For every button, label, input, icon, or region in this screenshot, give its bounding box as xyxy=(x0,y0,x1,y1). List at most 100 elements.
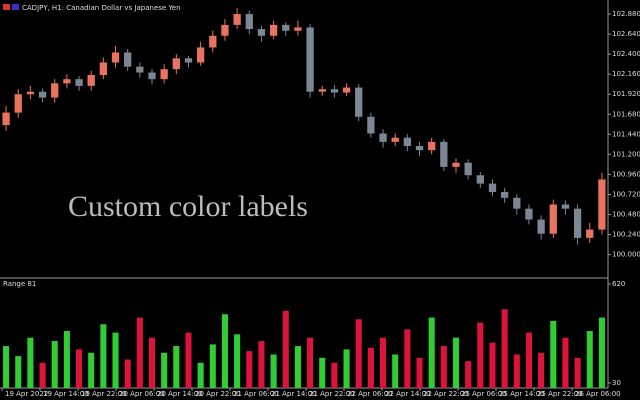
candle-body xyxy=(525,208,533,220)
range-bar xyxy=(246,351,253,388)
range-bar xyxy=(307,337,314,388)
range-bar xyxy=(136,317,143,388)
range-bar xyxy=(380,337,387,388)
candle-body xyxy=(598,179,606,230)
range-bar xyxy=(550,320,557,388)
y-tick-label: 101.680 xyxy=(612,110,640,118)
candle-body xyxy=(318,89,326,92)
candle-body xyxy=(367,116,375,134)
range-bar xyxy=(39,362,46,388)
range-bar xyxy=(538,352,545,388)
candle-body xyxy=(379,133,387,142)
candle-body xyxy=(75,79,83,86)
flag-icon xyxy=(12,4,19,10)
candle-body xyxy=(196,47,205,63)
y-tick-label: 101.920 xyxy=(612,90,640,98)
range-bar xyxy=(282,310,289,388)
range-bar xyxy=(477,322,484,388)
x-tick-label: 20 Apr 22:00 xyxy=(195,390,241,398)
range-bar xyxy=(197,362,204,388)
candle-body xyxy=(428,141,436,151)
range-bar xyxy=(270,354,277,388)
chart-title: CADJPY, H1: Canadian Dollar vs Japanese … xyxy=(22,4,181,12)
candle-body xyxy=(464,162,472,176)
range-bar xyxy=(3,346,10,388)
candle-body xyxy=(233,14,241,25)
y-tick-label: 100.240 xyxy=(612,231,640,239)
x-tick-label: 21 Apr 14:00 xyxy=(271,390,317,398)
x-tick-label: 19 Apr 2022 xyxy=(5,390,48,398)
range-bar xyxy=(465,361,472,388)
candle-body xyxy=(51,83,59,98)
range-bar xyxy=(367,347,374,388)
y-tick-label: 620 xyxy=(612,280,625,288)
candle-body xyxy=(355,87,363,117)
range-bar xyxy=(586,330,593,388)
y-tick-label: 100.480 xyxy=(612,211,640,219)
candle-body xyxy=(221,24,229,36)
range-bar xyxy=(319,357,326,388)
candle-body xyxy=(209,35,217,48)
candle-body xyxy=(403,137,412,147)
candle-body xyxy=(573,208,582,238)
range-bar xyxy=(501,309,508,388)
candle-body xyxy=(87,75,95,86)
range-bar xyxy=(513,354,520,388)
x-tick-label: 25 Apr 22:00 xyxy=(537,390,583,398)
candle-body xyxy=(500,191,509,198)
candle-body xyxy=(440,141,448,167)
range-bar xyxy=(221,314,228,388)
candle-body xyxy=(245,14,253,30)
flag-icon xyxy=(3,4,10,10)
x-tick-label: 21 Apr 22:00 xyxy=(309,390,355,398)
y-tick-label: 102.640 xyxy=(612,30,640,38)
range-bar xyxy=(173,346,180,388)
range-bar xyxy=(112,332,119,388)
candle-body xyxy=(124,52,132,67)
candle-body xyxy=(184,58,193,63)
candle-body xyxy=(14,94,22,113)
range-bar xyxy=(294,346,301,388)
range-bar xyxy=(404,329,411,388)
x-tick-label: 22 Apr 22:00 xyxy=(423,390,469,398)
range-bar xyxy=(148,337,156,388)
y-tick-label: 101.200 xyxy=(612,150,640,158)
candle-body xyxy=(148,72,156,80)
range-bar xyxy=(185,332,192,388)
candle-body xyxy=(38,91,47,98)
candle-body xyxy=(561,204,570,209)
range-bar xyxy=(598,317,605,388)
range-bar xyxy=(209,344,216,388)
candle-body xyxy=(513,197,521,209)
candle-body xyxy=(537,219,545,234)
indicator-title: Range 81 xyxy=(3,280,36,288)
range-bar xyxy=(88,352,95,388)
y-tick-label: 100.000 xyxy=(612,251,640,259)
candle-body xyxy=(452,162,460,167)
range-bar xyxy=(428,317,435,388)
range-bar xyxy=(355,319,362,388)
x-tick-label: 22 Apr 06:00 xyxy=(347,390,393,398)
candle-body xyxy=(99,62,108,76)
candle-body xyxy=(294,27,302,31)
range-bar xyxy=(574,357,581,388)
range-bar xyxy=(489,342,496,388)
x-tick-label: 26 Apr 06:00 xyxy=(575,390,621,398)
range-bar xyxy=(331,362,338,388)
candle-body xyxy=(160,69,168,80)
candle-body xyxy=(282,24,290,31)
candle-body xyxy=(391,137,399,142)
candle-body xyxy=(586,229,594,238)
candle-body xyxy=(342,87,351,93)
range-bar xyxy=(525,332,532,388)
candle-body xyxy=(269,24,278,36)
y-tick-label: 100.720 xyxy=(612,190,640,198)
range-bar xyxy=(440,346,447,388)
range-bar xyxy=(392,354,399,388)
candle-body xyxy=(26,91,35,95)
x-tick-label: 20 Apr 06:00 xyxy=(119,390,165,398)
y-tick-label: 102.880 xyxy=(612,10,640,18)
candle-body xyxy=(172,58,180,70)
range-bar xyxy=(416,357,423,388)
